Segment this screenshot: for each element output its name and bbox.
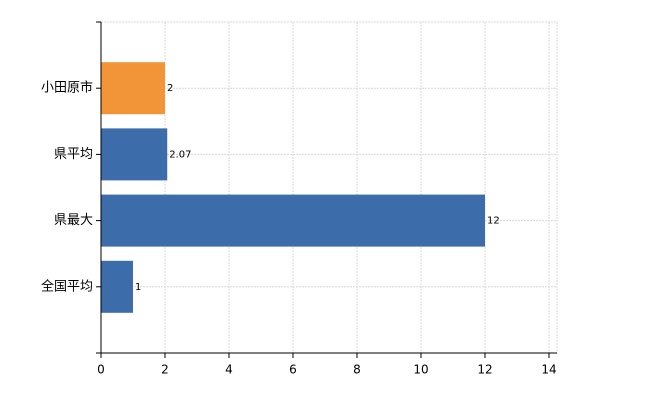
y-tick-label: 県平均 (54, 147, 93, 162)
value-label: 2.07 (169, 149, 191, 160)
bar (101, 62, 165, 115)
bar (101, 128, 168, 181)
x-tick-label: 12 (477, 363, 492, 377)
x-tick-label: 14 (541, 363, 556, 377)
x-tick-label: 4 (225, 363, 233, 377)
x-tick-label: 6 (289, 363, 297, 377)
value-label: 2 (167, 83, 173, 94)
bar (101, 194, 485, 247)
y-tick-label: 全国平均 (41, 278, 93, 294)
y-tick-label: 小田原市 (41, 80, 93, 96)
y-tick-label: 県最大 (54, 213, 93, 228)
x-tick-label: 10 (413, 363, 428, 377)
x-tick-label: 8 (353, 363, 361, 377)
x-tick-label: 0 (97, 363, 105, 377)
value-label: 12 (487, 216, 500, 227)
bar (101, 260, 133, 313)
x-tick-label: 2 (161, 363, 169, 377)
value-label: 1 (135, 282, 141, 293)
